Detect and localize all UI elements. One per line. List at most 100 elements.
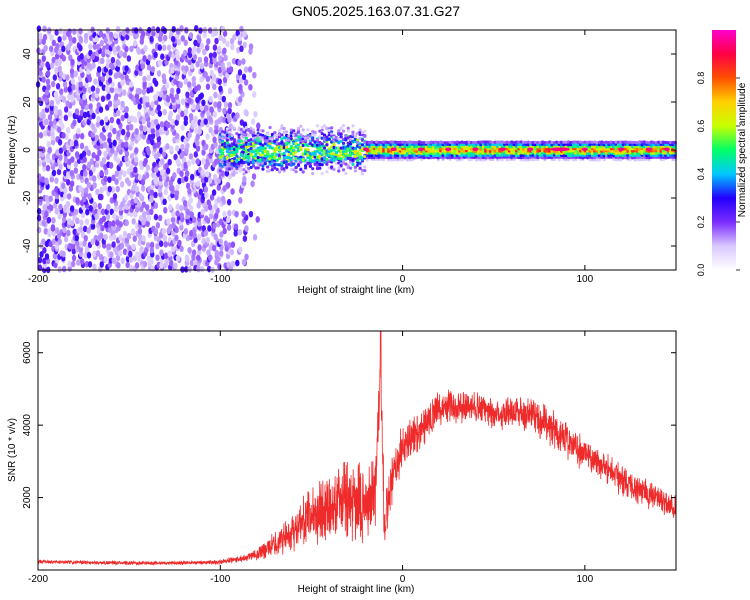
signal-cell — [595, 145, 599, 149]
noise-cell — [220, 61, 225, 69]
snr-x-ticks: -200 -100 0 100 — [28, 331, 594, 585]
signal-cell — [240, 128, 244, 132]
signal-cell — [588, 155, 592, 159]
noise-cell — [42, 33, 48, 41]
noise-cell — [242, 235, 248, 242]
noise-cell — [48, 195, 53, 203]
signal-cell — [261, 143, 265, 147]
signal-cell — [420, 140, 424, 145]
signal-cell — [341, 129, 346, 133]
noise-cell — [244, 253, 249, 261]
noise-cell — [218, 85, 223, 93]
signal-cell — [256, 151, 260, 155]
noise-cell — [94, 35, 99, 43]
signal-cell — [543, 153, 547, 157]
signal-cell — [590, 149, 594, 153]
signal-cell — [318, 154, 322, 158]
noise-cell — [173, 262, 178, 270]
signal-cell — [514, 151, 519, 156]
signal-cell — [436, 153, 440, 158]
signal-cell — [389, 153, 393, 157]
signal-cell — [391, 155, 395, 160]
noise-cell — [112, 193, 118, 200]
signal-cell — [301, 170, 305, 174]
signal-cell — [628, 142, 632, 147]
noise-cell — [142, 125, 148, 133]
signal-cell — [623, 142, 628, 147]
noise-cell — [198, 188, 203, 196]
noise-cell — [174, 189, 180, 197]
signal-cell — [363, 134, 367, 138]
noise-cell — [36, 47, 41, 54]
signal-cell — [341, 137, 346, 142]
noise-cell — [72, 119, 77, 127]
signal-cell — [261, 158, 265, 162]
noise-cell — [128, 256, 134, 263]
noise-cell — [113, 205, 119, 213]
signal-cell — [322, 146, 327, 150]
signal-cell — [251, 155, 256, 159]
signal-cell — [318, 151, 322, 155]
noise-cell — [232, 33, 237, 41]
signal-cell — [469, 157, 474, 161]
noise-cell — [202, 48, 207, 56]
signal-cell — [337, 136, 341, 141]
noise-cell — [251, 173, 257, 180]
noise-cell — [78, 185, 83, 193]
noise-cell — [157, 110, 163, 117]
signal-cell — [505, 144, 509, 149]
noise-cell — [225, 40, 230, 48]
signal-cell — [235, 141, 239, 145]
signal-cell — [258, 137, 263, 141]
signal-cell — [280, 140, 284, 144]
noise-cell — [150, 127, 156, 135]
signal-cell — [578, 142, 583, 147]
signal-cell — [391, 142, 395, 146]
signal-cell — [417, 142, 421, 146]
noise-cell — [212, 222, 217, 229]
signal-cell — [285, 133, 289, 137]
noise-cell — [213, 91, 218, 99]
noise-cell — [66, 170, 71, 177]
noise-cell — [122, 89, 127, 96]
noise-cell — [177, 177, 182, 185]
signal-cell — [623, 147, 628, 151]
signal-cell — [358, 161, 362, 165]
noise-cell — [45, 61, 50, 68]
signal-cell — [569, 154, 573, 158]
signal-cell — [275, 162, 279, 167]
noise-cell — [45, 153, 51, 160]
noise-cell — [82, 225, 88, 233]
signal-cell — [322, 133, 327, 137]
noise-cell — [122, 170, 127, 178]
signal-cell — [493, 142, 497, 147]
signal-cell — [645, 153, 649, 158]
noise-cell — [41, 219, 46, 227]
noise-cell — [141, 88, 147, 96]
signal-cell — [292, 162, 296, 166]
figure-title: GN05.2025.163.07.31.G27 — [292, 3, 460, 19]
signal-cell — [353, 154, 357, 158]
noise-cell — [133, 211, 138, 218]
signal-cell — [543, 146, 547, 151]
signal-cell — [434, 140, 438, 144]
noise-cell — [192, 216, 197, 224]
signal-cell — [567, 143, 571, 147]
noise-cell — [96, 66, 102, 73]
noise-cell — [54, 29, 59, 36]
noise-cell — [169, 259, 174, 267]
signal-cell — [386, 149, 391, 153]
signal-cell — [631, 153, 635, 158]
noise-cell — [185, 91, 190, 99]
noise-cell — [222, 211, 227, 218]
signal-cell — [242, 168, 246, 172]
signal-cell — [401, 140, 405, 144]
signal-cell — [628, 151, 632, 155]
noise-cell — [153, 202, 159, 209]
signal-cell — [285, 130, 289, 134]
noise-cell — [110, 81, 115, 89]
signal-cell — [574, 143, 578, 147]
signal-cell — [517, 142, 521, 147]
signal-cell — [642, 155, 647, 160]
